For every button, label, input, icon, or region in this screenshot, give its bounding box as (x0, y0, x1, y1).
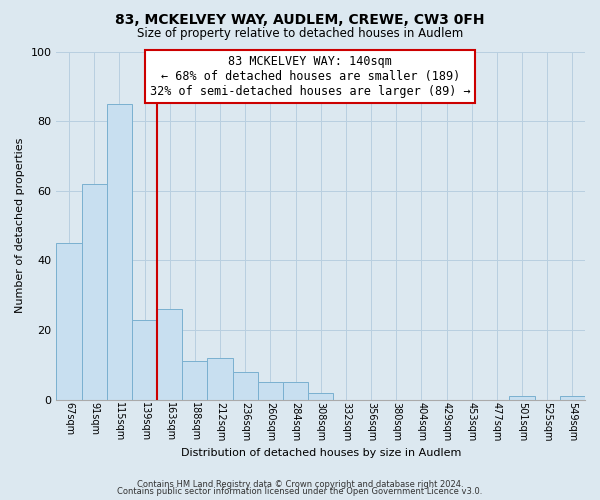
Bar (182, 362, 208, 400)
Text: Contains public sector information licensed under the Open Government Licence v3: Contains public sector information licen… (118, 487, 482, 496)
Bar (560, 396, 585, 400)
Bar (509, 396, 535, 400)
Bar (56, 243, 82, 400)
Y-axis label: Number of detached properties: Number of detached properties (15, 138, 25, 314)
Bar (82, 184, 107, 400)
Bar (132, 320, 157, 400)
Bar (157, 309, 182, 400)
Bar (258, 382, 283, 400)
X-axis label: Distribution of detached houses by size in Audlem: Distribution of detached houses by size … (181, 448, 461, 458)
Text: 83 MCKELVEY WAY: 140sqm
← 68% of detached houses are smaller (189)
32% of semi-d: 83 MCKELVEY WAY: 140sqm ← 68% of detache… (150, 55, 470, 98)
Bar (283, 382, 308, 400)
Bar (233, 372, 258, 400)
Text: 83, MCKELVEY WAY, AUDLEM, CREWE, CW3 0FH: 83, MCKELVEY WAY, AUDLEM, CREWE, CW3 0FH (115, 12, 485, 26)
Text: Contains HM Land Registry data © Crown copyright and database right 2024.: Contains HM Land Registry data © Crown c… (137, 480, 463, 489)
Bar (107, 104, 132, 400)
Bar (308, 392, 333, 400)
Text: Size of property relative to detached houses in Audlem: Size of property relative to detached ho… (137, 28, 463, 40)
Bar (208, 358, 233, 400)
